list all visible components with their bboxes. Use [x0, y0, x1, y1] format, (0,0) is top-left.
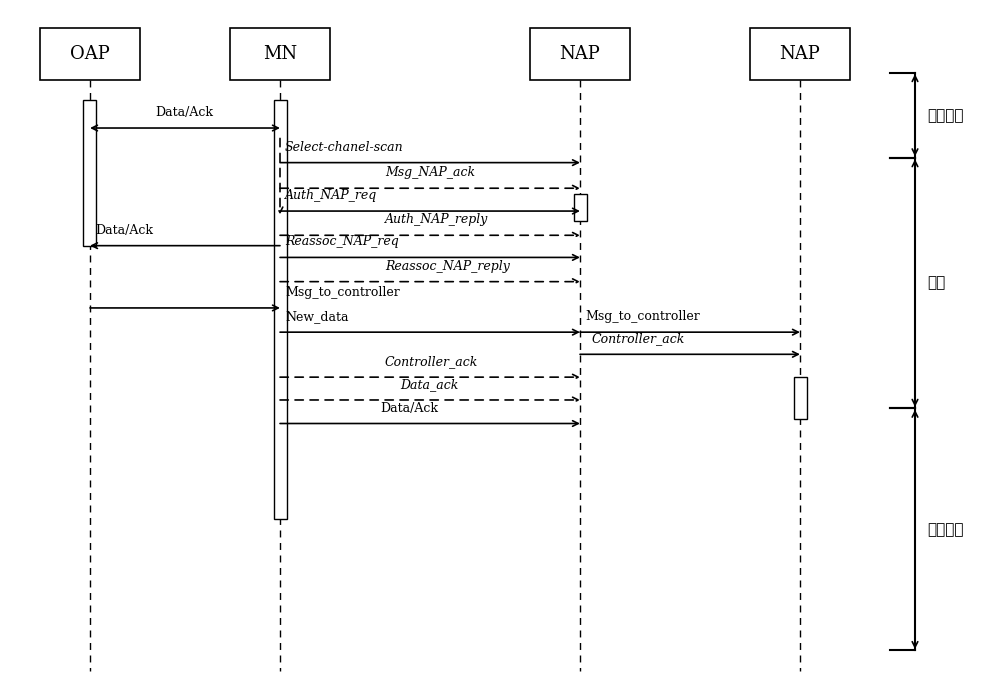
- Text: Auth_NAP_req: Auth_NAP_req: [285, 189, 377, 202]
- Bar: [83, 100, 96, 246]
- Text: NAP: NAP: [560, 44, 600, 63]
- Bar: [230, 28, 330, 80]
- Text: Reassoc_NAP_reply: Reassoc_NAP_reply: [385, 260, 510, 273]
- Text: New_data: New_data: [285, 310, 349, 323]
- Text: 切换准备: 切换准备: [927, 108, 964, 122]
- Text: Data_ack: Data_ack: [400, 378, 458, 391]
- Text: Select-chanel-scan: Select-chanel-scan: [285, 140, 404, 154]
- Text: Msg_NAP_ack: Msg_NAP_ack: [385, 166, 475, 179]
- Text: 切换完成: 切换完成: [927, 522, 964, 537]
- Bar: [794, 377, 807, 419]
- Bar: [530, 28, 630, 80]
- Text: Data/Ack: Data/Ack: [95, 224, 153, 237]
- Text: OAP: OAP: [70, 44, 110, 63]
- Text: Data/Ack: Data/Ack: [380, 401, 438, 415]
- Text: NAP: NAP: [780, 44, 820, 63]
- Bar: [274, 100, 287, 519]
- Text: Reassoc_NAP_req: Reassoc_NAP_req: [285, 235, 399, 248]
- Text: MN: MN: [263, 44, 297, 63]
- Bar: [40, 28, 140, 80]
- Text: Data/Ack: Data/Ack: [155, 106, 213, 119]
- Text: Auth_NAP_reply: Auth_NAP_reply: [385, 213, 488, 226]
- Text: Controller_ack: Controller_ack: [385, 355, 478, 368]
- Bar: [750, 28, 850, 80]
- Text: 切换: 切换: [927, 275, 945, 291]
- Text: Controller_ack: Controller_ack: [592, 332, 685, 345]
- Text: Msg_to_controller: Msg_to_controller: [585, 310, 700, 323]
- Bar: [574, 194, 586, 221]
- Text: Msg_to_controller: Msg_to_controller: [285, 286, 400, 299]
